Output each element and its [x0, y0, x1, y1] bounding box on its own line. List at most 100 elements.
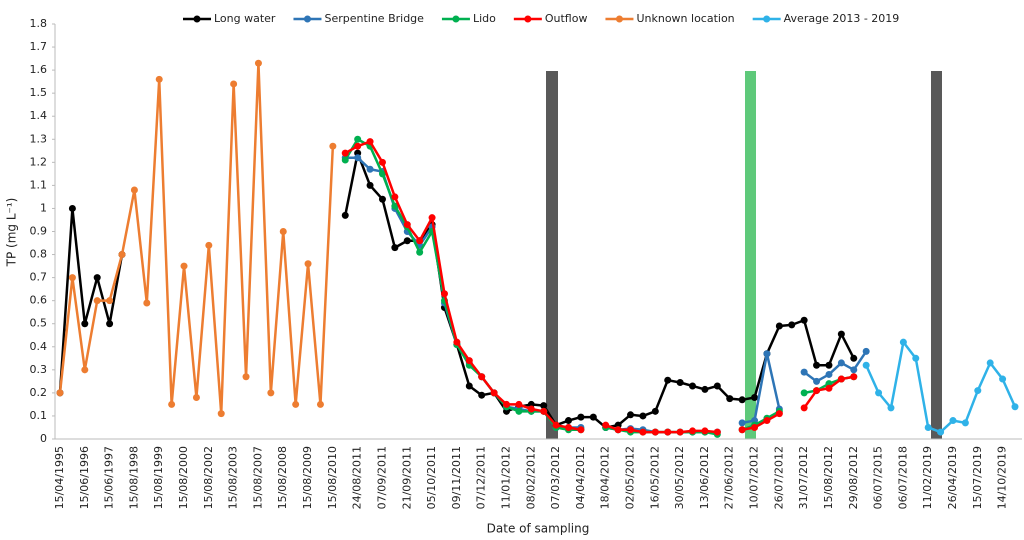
data-point [155, 75, 163, 83]
x-tick-label: 13/06/2012 [698, 446, 711, 509]
x-tick-label: 07/09/2011 [375, 446, 388, 509]
series-line [344, 138, 854, 436]
data-point [465, 357, 473, 365]
data-point [527, 405, 535, 413]
data-point [862, 347, 870, 355]
data-point [862, 361, 870, 369]
data-point [651, 407, 659, 415]
x-tick-label: 15/07/2019 [971, 446, 984, 509]
data-point [924, 423, 932, 431]
data-point [354, 135, 362, 143]
event-bar [931, 71, 942, 439]
data-point [292, 400, 300, 408]
data-point [775, 410, 783, 418]
legend-marker [615, 15, 623, 23]
data-point [56, 389, 64, 397]
data-point [378, 195, 386, 203]
x-tick-label: 15/08/2003 [227, 446, 240, 509]
data-point [453, 338, 461, 346]
data-point [403, 237, 411, 245]
data-point [279, 228, 287, 235]
data-point [837, 330, 845, 338]
data-point [899, 338, 907, 346]
data-point [502, 400, 510, 408]
data-point [751, 394, 759, 401]
data-point [416, 248, 424, 256]
data-point [577, 413, 585, 421]
legend-label: Unknown location [636, 12, 734, 25]
legend-marker [193, 15, 201, 23]
data-point [825, 370, 833, 378]
data-point [391, 244, 399, 252]
x-tick-label: 14/10/2019 [996, 446, 1009, 509]
data-point [465, 382, 473, 390]
data-point [1011, 403, 1019, 411]
data-point [366, 181, 374, 189]
x-tick-label: 15/08/2007 [251, 446, 264, 509]
data-point [664, 428, 672, 436]
data-point [676, 379, 684, 387]
data-point [689, 382, 697, 390]
y-tick-label: 0.7 [30, 271, 48, 284]
data-point [416, 237, 424, 245]
x-tick-label: 15/06/1997 [103, 446, 116, 509]
x-tick-label: 15/08/1998 [127, 446, 140, 509]
data-point [937, 428, 945, 436]
x-tick-label: 31/07/2012 [797, 446, 810, 509]
data-point [168, 400, 176, 408]
legend-label: Outflow [545, 12, 588, 25]
x-tick-label: 09/11/2011 [450, 446, 463, 509]
data-point [478, 391, 486, 399]
x-tick-label: 10/07/2012 [748, 446, 761, 509]
x-tick-label: 15/08/2012 [822, 446, 835, 509]
x-tick-label: 29/08/2012 [847, 446, 860, 509]
x-tick-label: 06/07/2018 [896, 446, 909, 509]
x-tick-label: 07/03/2012 [549, 446, 562, 509]
data-point [676, 428, 684, 436]
data-point [614, 426, 622, 434]
data-point [837, 375, 845, 383]
data-point [540, 402, 548, 410]
data-point [515, 400, 523, 408]
data-point [490, 389, 498, 397]
y-tick-label: 1.4 [30, 109, 48, 122]
x-tick-label: 11/02/2019 [921, 446, 934, 509]
data-point [726, 395, 734, 403]
x-tick-label: 15/04/1995 [53, 446, 66, 509]
data-point [565, 417, 573, 425]
data-point [800, 316, 808, 324]
data-point [68, 204, 76, 212]
data-point [106, 297, 114, 305]
data-point [304, 260, 312, 268]
data-point [664, 376, 672, 384]
legend-label: Average 2013 - 2019 [784, 12, 900, 25]
data-point [192, 394, 200, 401]
x-tick-label: 07/12/2011 [475, 446, 488, 509]
data-point [316, 400, 324, 408]
x-tick-label: 21/09/2011 [400, 446, 413, 509]
legend-label: Serpentine Bridge [324, 12, 424, 25]
legend-marker [303, 15, 311, 23]
y-tick-label: 1.8 [30, 17, 48, 30]
y-tick-label: 1.6 [30, 63, 48, 76]
data-point [837, 359, 845, 367]
data-point [738, 396, 746, 404]
x-tick-label: 08/02/2012 [524, 446, 537, 509]
data-point [130, 186, 138, 194]
data-point [391, 193, 399, 201]
data-point [267, 389, 275, 397]
data-point [689, 427, 697, 435]
y-tick-label: 0.4 [30, 340, 48, 353]
data-point [81, 366, 89, 374]
data-point [627, 426, 635, 434]
x-tick-label: 15/08/2010 [326, 446, 339, 509]
y-tick-label: 0.6 [30, 294, 48, 307]
data-point [961, 419, 969, 427]
y-tick-label: 1.7 [30, 40, 48, 53]
data-point [540, 407, 548, 415]
data-point [602, 421, 610, 429]
data-point [912, 354, 920, 362]
data-point [552, 421, 560, 429]
event-bar [546, 71, 558, 439]
y-tick-label: 1.3 [30, 132, 48, 145]
